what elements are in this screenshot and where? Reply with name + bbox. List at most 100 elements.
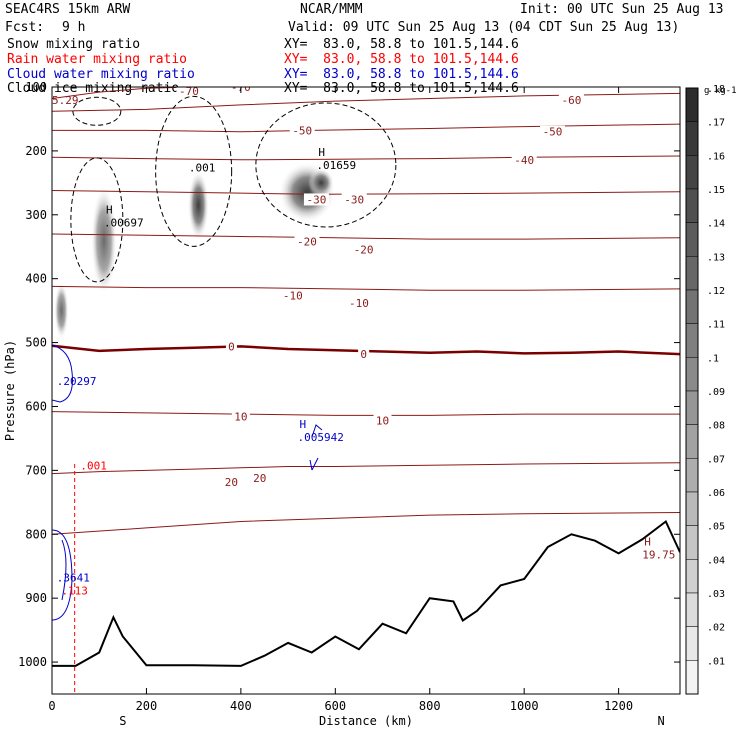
y-tick-label: 200 xyxy=(25,144,47,158)
legend-cloudice-xy: XY= 83.0, 58.8 to 101.5,144.6 xyxy=(284,81,519,96)
colorbar-label: .02 xyxy=(707,623,725,634)
colorbar-label: .12 xyxy=(707,286,725,297)
annotation-marker: H xyxy=(106,203,113,216)
mixing-ratio-shade xyxy=(187,170,210,241)
isotherm-label-bg xyxy=(346,296,372,309)
isotherm-label-bg xyxy=(358,348,370,361)
isotherm-label-bg xyxy=(231,410,250,423)
annotation-value: .00697 xyxy=(104,216,144,229)
legend-cloudwater-xy: XY= 83.0, 58.8 to 101.5,144.6 xyxy=(284,67,519,82)
isotherm-line xyxy=(52,233,680,240)
isotherm-label: -10 xyxy=(349,297,369,310)
isotherm-label-bg xyxy=(373,414,392,427)
annotation-marker: H xyxy=(300,418,307,431)
ice-contour xyxy=(255,102,397,228)
y-tick-label: 600 xyxy=(25,399,47,413)
colorbar-label: .18 xyxy=(707,84,725,95)
isotherm-label: 20 xyxy=(253,472,266,485)
isotherm-label: 10 xyxy=(376,415,389,428)
colorbar-swatch xyxy=(685,87,699,122)
x-tick-label: 0 xyxy=(48,699,55,713)
colorbar-label: .17 xyxy=(707,118,725,129)
y-tick-label: 900 xyxy=(25,591,47,605)
header-fcst-label: Fcst: xyxy=(5,20,45,35)
annotation-value: 5.29 xyxy=(52,94,79,107)
isotherm-label-bg xyxy=(250,472,269,485)
isotherm-label: 0 xyxy=(360,348,367,361)
annotation-value: .113 xyxy=(61,584,87,597)
isotherm-line xyxy=(52,285,680,291)
isotherm-label: -20 xyxy=(297,236,317,249)
header-init: Init: 00 UTC Sun 25 Aug 13 xyxy=(520,2,724,17)
isotherm-line xyxy=(52,462,680,475)
ice-contour xyxy=(155,95,233,247)
isotherm-line xyxy=(52,155,680,161)
y-tick-label: 1000 xyxy=(18,655,47,669)
isotherm-label: 20 xyxy=(225,476,238,489)
mixing-ratio-shade xyxy=(308,168,335,198)
colorbar-label: .08 xyxy=(707,421,725,432)
x-tick-label: 200 xyxy=(136,699,158,713)
colorbar-swatch xyxy=(685,121,699,156)
x-tick-label: 1000 xyxy=(510,699,539,713)
isotherm-label: -30 xyxy=(306,193,326,206)
x-tick-label: 1200 xyxy=(604,699,633,713)
isotherm-label-bg xyxy=(540,125,566,138)
mixing-ratio-shade xyxy=(90,186,117,295)
header-model: SEAC4RS 15km ARW xyxy=(5,2,131,17)
isotherm-label-bg xyxy=(511,153,537,166)
colorbar-label: .11 xyxy=(707,320,725,331)
annotation-value: .001 xyxy=(80,459,107,472)
x-axis-title: Distance (km) xyxy=(319,714,413,728)
isotherm-label-bg xyxy=(294,235,320,248)
mixing-ratio-shade xyxy=(54,281,69,340)
colorbar-label: .05 xyxy=(707,522,725,533)
colorbar-swatch xyxy=(685,323,699,358)
colorbar-label: .03 xyxy=(707,589,725,600)
colorbar-swatch xyxy=(685,626,699,661)
y-tick-label: 700 xyxy=(25,463,47,477)
annotation-value: .001 xyxy=(189,162,216,175)
cloudwater-contour xyxy=(52,344,73,403)
isotherm-label-bg xyxy=(280,289,306,302)
isotherm-line xyxy=(52,411,680,416)
annotation-value: .3641 xyxy=(57,572,90,585)
y-tick-label: 400 xyxy=(25,272,47,286)
x-tick-label: 400 xyxy=(230,699,252,713)
annotation-value: .005942 xyxy=(298,431,344,444)
legend-snow-xy: XY= 83.0, 58.8 to 101.5,144.6 xyxy=(284,37,519,52)
isotherm-label: 10 xyxy=(234,411,247,424)
isotherm-label-bg xyxy=(351,243,377,256)
colorbar-swatch xyxy=(685,390,699,425)
colorbar-label: .16 xyxy=(707,151,725,162)
colorbar-swatch xyxy=(685,256,699,291)
cloudwater-contour xyxy=(61,539,67,601)
isotherm-line xyxy=(52,123,680,133)
colorbar-swatch xyxy=(685,660,699,695)
ice-contour xyxy=(72,96,122,126)
isotherm-label: -30 xyxy=(344,193,364,206)
isotherm-label-bg xyxy=(225,340,237,353)
x-tick-label: 600 xyxy=(324,699,346,713)
isotherm-label-bg xyxy=(222,475,241,488)
isotherm-label: -60 xyxy=(561,94,581,107)
colorbar-swatch xyxy=(685,357,699,392)
legend-cloudwater: Cloud water mixing ratio xyxy=(7,67,195,82)
y-tick-label: 300 xyxy=(25,208,47,222)
isotherm-label: -40 xyxy=(514,154,534,167)
y-axis-title: Pressure (hPa) xyxy=(3,340,17,441)
y-tick-label: 100 xyxy=(25,80,47,94)
x-end-label-north: N xyxy=(657,714,664,728)
colorbar-swatch xyxy=(685,491,699,526)
colorbar-label: .09 xyxy=(707,387,725,398)
colorbar-label: .13 xyxy=(707,252,725,263)
annotation-value: 19.75 xyxy=(642,549,675,562)
legend-rain-xy: XY= 83.0, 58.8 to 101.5,144.6 xyxy=(284,52,519,67)
terrain-line xyxy=(52,519,680,667)
isotherm-label-bg xyxy=(341,193,367,206)
colorbar-swatch xyxy=(685,458,699,493)
annotation-marker: H xyxy=(644,536,651,549)
colorbar-label: .1 xyxy=(707,353,719,364)
isotherm-label-bg xyxy=(176,87,202,97)
